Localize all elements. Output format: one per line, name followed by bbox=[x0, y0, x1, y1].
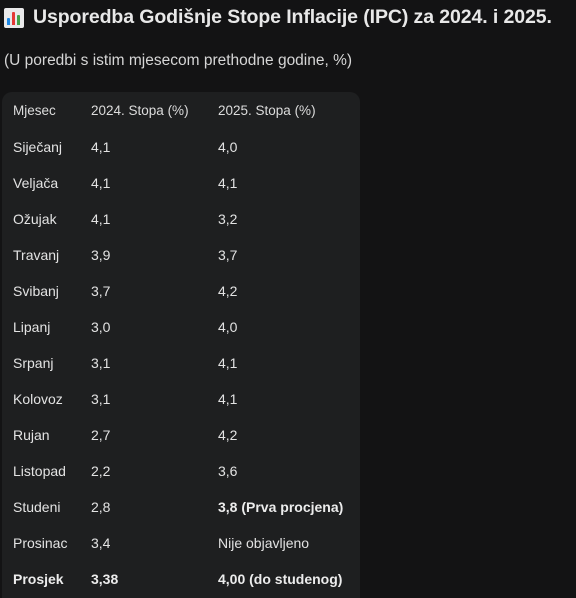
rate-2025-cell: 4,2 bbox=[218, 283, 238, 299]
rate-2024-cell: 2,8 bbox=[91, 499, 111, 515]
table-row: Rujan 2,7 4,2 bbox=[2, 417, 360, 453]
rate-2025-cell: 3,7 bbox=[218, 247, 238, 263]
bar-chart-icon bbox=[4, 7, 24, 28]
table-header-row: Mjesec 2024. Stopa (%) 2025. Stopa (%) bbox=[2, 93, 360, 129]
rate-2025-cell: 3,2 bbox=[218, 211, 238, 227]
rate-2025-cell: 4,2 bbox=[218, 427, 238, 443]
rate-2025-cell: 4,1 bbox=[218, 355, 238, 371]
rate-2024-cell: 3,7 bbox=[91, 283, 111, 299]
rate-2025-cell: 4,1 bbox=[218, 391, 238, 407]
summary-2024-cell: 3,38 bbox=[91, 571, 119, 587]
month-cell: Veljača bbox=[13, 175, 59, 191]
month-cell: Studeni bbox=[13, 499, 61, 515]
rate-2024-cell: 3,9 bbox=[91, 247, 111, 263]
table-row: Prosinac 3,4 Nije objavljeno bbox=[2, 525, 360, 561]
table-row: Veljača 4,1 4,1 bbox=[2, 165, 360, 201]
month-cell: Travanj bbox=[13, 247, 60, 263]
month-cell: Rujan bbox=[13, 427, 50, 443]
rate-2024-cell: 4,1 bbox=[91, 175, 111, 191]
month-cell: Siječanj bbox=[13, 139, 63, 155]
page-subtitle: (U poredbi s istim mjesecom prethodne go… bbox=[4, 52, 353, 69]
month-cell: Listopad bbox=[13, 463, 66, 479]
rate-2025-cell: 3,6 bbox=[218, 463, 238, 479]
rate-2024-cell: 2,7 bbox=[91, 427, 111, 443]
table-row: Lipanj 3,0 4,0 bbox=[2, 309, 360, 345]
page-title: Usporedba Godišnje Stope Inflacije (IPC)… bbox=[33, 6, 552, 28]
rate-2024-cell: 3,1 bbox=[91, 355, 111, 371]
rate-2024-cell: 3,4 bbox=[91, 535, 111, 551]
table-row: Studeni 2,8 3,8 (Prva procjena) bbox=[2, 489, 360, 525]
column-header-2024: 2024. Stopa (%) bbox=[91, 103, 189, 118]
table-row: Svibanj 3,7 4,2 bbox=[2, 273, 360, 309]
rate-2024-cell: 2,2 bbox=[91, 463, 111, 479]
page-heading: Usporedba Godišnje Stope Inflacije (IPC)… bbox=[4, 6, 552, 29]
rate-2024-cell: 3,1 bbox=[91, 391, 111, 407]
rate-2025-cell: 4,1 bbox=[218, 175, 238, 191]
table-summary-row: Prosjek 3,38 4,00 (do studenog) bbox=[2, 561, 360, 597]
month-cell: Svibanj bbox=[13, 283, 59, 299]
rate-2024-cell: 3,0 bbox=[91, 319, 111, 335]
rate-2025-cell: Nije objavljeno bbox=[218, 535, 310, 551]
table-row: Siječanj 4,1 4,0 bbox=[2, 129, 360, 165]
summary-2025-cell: 4,00 (do studenog) bbox=[218, 571, 343, 587]
month-cell: Lipanj bbox=[13, 319, 51, 335]
table-row: Kolovoz 3,1 4,1 bbox=[2, 381, 360, 417]
month-cell: Ožujak bbox=[13, 211, 57, 227]
inflation-table: Mjesec 2024. Stopa (%) 2025. Stopa (%) S… bbox=[2, 92, 360, 598]
column-header-month: Mjesec bbox=[13, 103, 56, 118]
rate-2024-cell: 4,1 bbox=[91, 211, 111, 227]
month-cell: Kolovoz bbox=[13, 391, 63, 407]
table-row: Ožujak 4,1 3,2 bbox=[2, 201, 360, 237]
table-row: Srpanj 3,1 4,1 bbox=[2, 345, 360, 381]
column-header-2025: 2025. Stopa (%) bbox=[218, 103, 316, 118]
summary-label-cell: Prosjek bbox=[13, 571, 64, 587]
rate-2024-cell: 4,1 bbox=[91, 139, 111, 155]
month-cell: Srpanj bbox=[13, 355, 54, 371]
rate-2025-cell: 4,0 bbox=[218, 319, 238, 335]
rate-2025-cell: 3,8 (Prva procjena) bbox=[218, 499, 344, 515]
table-row: Listopad 2,2 3,6 bbox=[2, 453, 360, 489]
table-row: Travanj 3,9 3,7 bbox=[2, 237, 360, 273]
month-cell: Prosinac bbox=[13, 535, 68, 551]
rate-2025-cell: 4,0 bbox=[218, 139, 238, 155]
